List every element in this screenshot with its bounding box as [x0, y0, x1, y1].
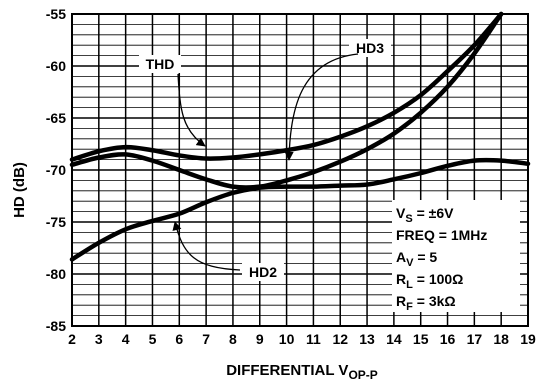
condition-line: RL = 100Ω: [396, 271, 463, 291]
y-tick-label: -70: [46, 162, 66, 178]
annotation-label-bg: [349, 39, 391, 57]
x-tick-label: 8: [229, 331, 237, 347]
x-tick-label: 7: [202, 331, 210, 347]
x-tick-label: 9: [256, 331, 264, 347]
y-tick-label: -85: [46, 318, 66, 334]
condition-line: RF = 3kΩ: [396, 293, 456, 313]
x-tick-label: 18: [493, 331, 509, 347]
x-axis-label-sub: OP-P: [348, 368, 377, 381]
y-tick-label: -60: [46, 58, 66, 74]
x-tick-label: 10: [279, 331, 295, 347]
annotation-arrow-thd: [177, 73, 206, 147]
y-tick-label: -65: [46, 110, 66, 126]
x-tick-label: 19: [520, 331, 536, 347]
y-axis-label: HD (dB): [11, 162, 28, 218]
annotation-arrow-hd2: [172, 221, 241, 271]
annotation-label-thd: THD: [146, 56, 175, 72]
x-tick-label: 4: [122, 331, 130, 347]
y-tick-label: -75: [46, 214, 66, 230]
annotation-label-bg: [139, 55, 181, 73]
annotation-label-hd2: HD2: [249, 264, 277, 280]
annotation-arrow-hd3: [284, 53, 359, 161]
condition-line: FREQ = 1MHz: [396, 227, 487, 243]
x-tick-label: 12: [332, 331, 348, 347]
x-tick-label: 16: [440, 331, 456, 347]
annotation-label-bg: [242, 263, 284, 281]
x-axis-label-main: DIFFERENTIAL V: [226, 362, 348, 379]
x-tick-label: 13: [359, 331, 375, 347]
x-tick-label: 5: [149, 331, 157, 347]
x-tick-label: 17: [467, 331, 483, 347]
series-line-hd3: [69, 11, 504, 190]
x-axis-label: DIFFERENTIAL VOP-P: [226, 362, 378, 381]
series-line-thd: [69, 11, 504, 162]
series-line-hd2: [69, 157, 531, 262]
y-tick-label: -80: [46, 266, 66, 282]
x-tick-label: 3: [95, 331, 103, 347]
tick-labels: 2 3 4 5 6 7 8 9 10 11 12 13 14 15 16 17 18 19 -55 -60 -65 -70…: [46, 6, 536, 347]
y-tick-label: -55: [46, 6, 66, 22]
condition-line: VS = ±6V: [396, 205, 454, 225]
condition-line: AV = 5: [396, 249, 437, 269]
conditions-bg: [392, 200, 520, 312]
annotation-label-hd3: HD3: [356, 40, 384, 56]
x-tick-label: 15: [413, 331, 429, 347]
x-tick-label: 14: [386, 331, 402, 347]
x-tick-label: 11: [306, 331, 321, 347]
x-tick-label: 2: [68, 331, 76, 347]
annotations: THD HD3 HD2: [139, 39, 391, 281]
x-tick-label: 6: [175, 331, 183, 347]
plot-frame: [71, 13, 529, 327]
series-layer: [69, 11, 531, 262]
